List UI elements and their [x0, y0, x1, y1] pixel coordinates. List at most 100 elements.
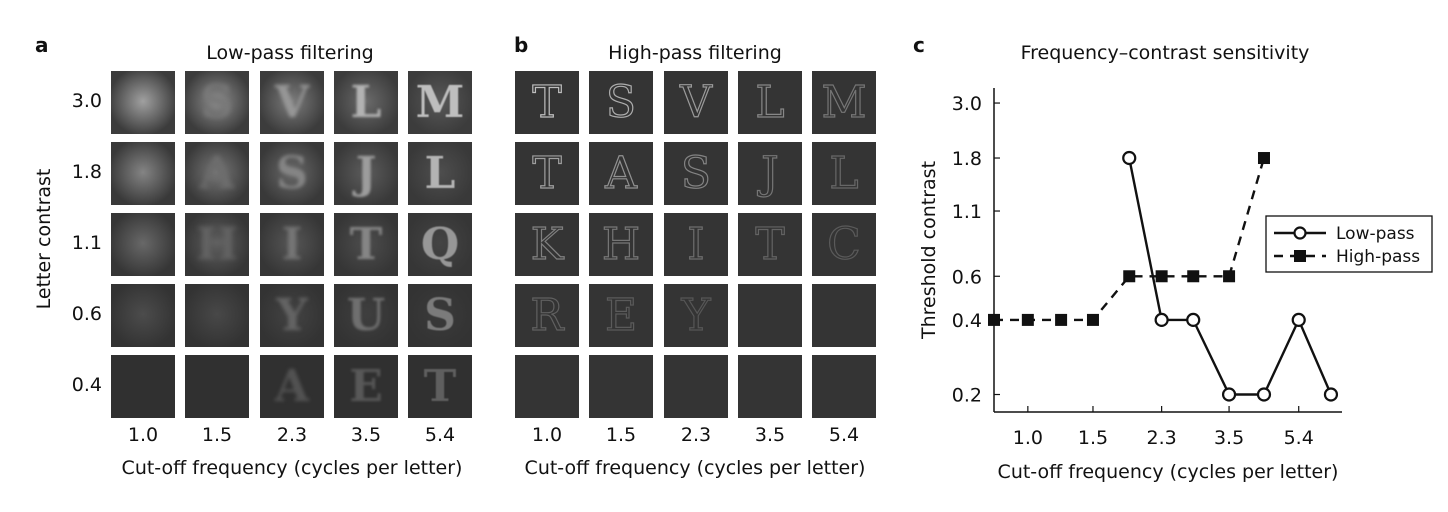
letter-tile	[111, 71, 175, 134]
letter-tile: S	[260, 142, 324, 205]
letter-glyph	[111, 142, 175, 205]
letter-glyph: S	[201, 77, 233, 128]
letter-tile	[111, 142, 175, 205]
letter-glyph	[589, 355, 653, 418]
low-pass-point	[1122, 150, 1137, 166]
legend-marker	[1293, 226, 1307, 240]
column-tick-label: 1.0	[531, 424, 563, 446]
letter-glyph: L	[755, 76, 785, 128]
letter-tile	[738, 284, 802, 347]
letter-glyph	[185, 355, 249, 418]
letter-glyph: M	[821, 76, 867, 128]
letter-tile: T	[408, 355, 472, 418]
panel-c-letter: c	[913, 33, 925, 57]
letter-tile: J	[334, 142, 398, 205]
letter-tile: E	[334, 355, 398, 418]
high-pass-point	[1187, 270, 1200, 283]
low-pass-point	[1256, 387, 1272, 402]
x-tick-label: 1.5	[1078, 427, 1108, 449]
y-tick-label: 0.2	[952, 385, 982, 407]
letter-tile	[664, 355, 728, 418]
letter-glyph: A	[605, 147, 638, 199]
column-tick-label: 5.4	[424, 424, 456, 446]
row-tick-label: 1.8	[71, 161, 102, 183]
letter-tile: A	[589, 142, 653, 205]
column-tick-label: 1.5	[605, 424, 637, 446]
x-axis-label: Cut-off frequency (cycles per letter)	[998, 461, 1339, 483]
letter-tile: Y	[664, 284, 728, 347]
letter-glyph: S	[605, 76, 637, 128]
row-tick-label: 1.1	[71, 232, 102, 254]
letter-glyph	[738, 355, 802, 418]
high-pass-point	[1021, 313, 1034, 326]
letter-glyph	[738, 284, 802, 347]
panel-b-xlabel: Cut-off frequency (cycles per letter)	[524, 457, 866, 479]
letter-tile: I	[664, 213, 728, 276]
letter-glyph: Y	[681, 289, 711, 341]
row-tick-label: 3.0	[71, 90, 102, 112]
panel-a-title: Low-pass filtering	[206, 42, 374, 64]
letter-tile: Y	[260, 284, 324, 347]
letter-tile: T	[515, 142, 579, 205]
letter-glyph: E	[349, 361, 383, 412]
letter-glyph: T	[423, 361, 457, 412]
x-tick-label: 5.4	[1284, 427, 1314, 449]
letter-tile: I	[260, 213, 324, 276]
letter-tile: T	[515, 71, 579, 134]
letter-tile: S	[185, 71, 249, 134]
letter-glyph: S	[680, 147, 712, 199]
letter-glyph: L	[424, 148, 456, 199]
letter-tile: H	[589, 213, 653, 276]
letter-tile: A	[185, 142, 249, 205]
row-tick-label: 0.4	[71, 374, 102, 396]
letter-glyph: A	[274, 361, 310, 412]
letter-tile: V	[664, 71, 728, 134]
letter-glyph: H	[601, 218, 641, 270]
letter-glyph	[111, 284, 175, 347]
column-tick-label: 5.4	[828, 424, 860, 446]
letter-glyph: E	[604, 289, 638, 341]
letter-glyph: Y	[276, 290, 308, 341]
letter-glyph: C	[827, 218, 862, 270]
y-tick-label: 3.0	[952, 93, 982, 115]
y-tick-label: 1.8	[952, 148, 982, 170]
letter-glyph	[664, 355, 728, 418]
column-tick-label: 1.5	[201, 424, 233, 446]
letter-glyph: M	[415, 77, 465, 128]
letter-glyph: V	[680, 76, 713, 128]
letter-tile: L	[812, 142, 876, 205]
panel-b-title: High-pass filtering	[608, 42, 782, 64]
letter-tile: H	[185, 213, 249, 276]
letter-tile	[111, 355, 175, 418]
letter-tile: Q	[408, 213, 472, 276]
letter-tile	[738, 355, 802, 418]
letter-tile: E	[589, 284, 653, 347]
letter-glyph: A	[199, 148, 235, 199]
x-tick-label: 3.5	[1214, 427, 1244, 449]
letter-tile: V	[260, 71, 324, 134]
legend-box	[1265, 215, 1433, 273]
panel-c-chart: 3.0 1.8 1.1 0.6 0.4 0.2 1.0 1.5 2.3 3.5 5.4 Cut-off…	[918, 88, 1433, 483]
letter-tile: S	[664, 142, 728, 205]
y-tick-label: 0.6	[952, 266, 982, 288]
panel-c-title: Frequency–contrast sensitivity	[1020, 42, 1310, 64]
letter-glyph: V	[274, 77, 310, 128]
letter-tile: R	[515, 284, 579, 347]
y-tick-label: 0.4	[952, 310, 982, 332]
letter-glyph: L	[829, 147, 859, 199]
letter-glyph	[812, 355, 876, 418]
column-tick-label: 2.3	[276, 424, 308, 446]
letter-tile: J	[738, 142, 802, 205]
high-pass-point	[1223, 270, 1236, 283]
letter-glyph	[111, 213, 175, 276]
letter-tile: L	[408, 142, 472, 205]
series-line-1	[994, 157, 1266, 322]
letter-glyph: T	[532, 147, 563, 199]
letter-glyph	[812, 284, 876, 347]
y-tick-label: 1.1	[952, 201, 982, 223]
letter-tile	[111, 284, 175, 347]
letter-tile	[812, 284, 876, 347]
column-tick-label: 1.0	[127, 424, 159, 446]
